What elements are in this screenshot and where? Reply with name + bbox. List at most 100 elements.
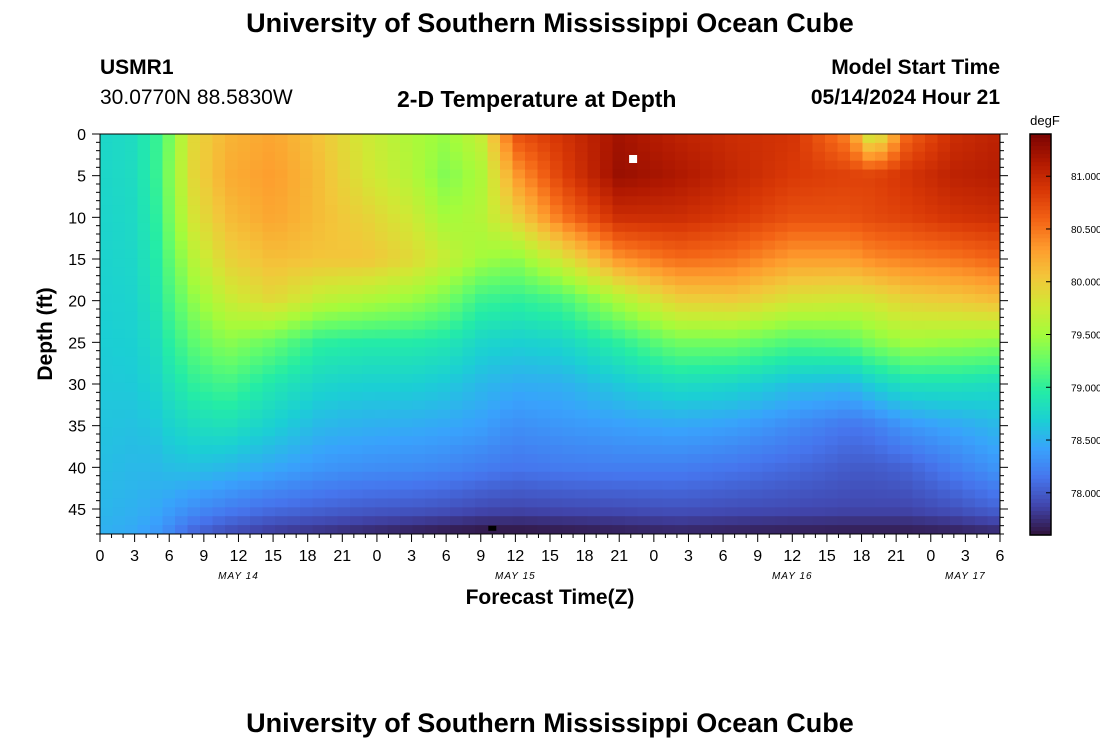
- heatmap-cell: [700, 187, 714, 197]
- heatmap-cell: [612, 382, 626, 393]
- heatmap-cell: [312, 329, 326, 340]
- heatmap-cell: [450, 160, 464, 171]
- heatmap-cell: [962, 400, 976, 411]
- heatmap-cell: [337, 187, 351, 197]
- heatmap-cell: [825, 169, 839, 180]
- heatmap-cell: [662, 409, 676, 420]
- heatmap-cell: [750, 302, 764, 313]
- heatmap-cell: [862, 249, 876, 260]
- heatmap-cell: [875, 471, 889, 482]
- heatmap-cell: [675, 196, 689, 206]
- colorbar-segment: [1030, 238, 1051, 243]
- heatmap-cell: [650, 302, 664, 313]
- heatmap-cell: [800, 320, 814, 331]
- heatmap-cell: [725, 347, 739, 357]
- heatmap-cell: [975, 231, 989, 242]
- heatmap-cell: [700, 516, 714, 526]
- heatmap-cell: [500, 214, 514, 224]
- heatmap-cell: [525, 178, 539, 188]
- heatmap-cell: [337, 374, 351, 384]
- heatmap-cell: [712, 400, 726, 411]
- heatmap-cell: [637, 267, 651, 277]
- heatmap-cell: [175, 391, 189, 402]
- colorbar-segment: [1030, 270, 1051, 275]
- heatmap-cell: [137, 160, 151, 171]
- heatmap-cell: [875, 240, 889, 251]
- heatmap-cell: [487, 169, 501, 180]
- heatmap-cell: [975, 374, 989, 384]
- heatmap-cell: [825, 525, 839, 534]
- heatmap-cell: [662, 142, 676, 153]
- x-tick-label: 15: [264, 548, 282, 565]
- heatmap-cell: [162, 267, 176, 277]
- heatmap-cell: [525, 231, 539, 242]
- heatmap-cell: [812, 391, 826, 402]
- heatmap-cell: [787, 169, 801, 180]
- heatmap-cell: [887, 427, 901, 437]
- heatmap-cell: [162, 374, 176, 384]
- heatmap-cell: [275, 507, 289, 517]
- heatmap-cell: [750, 134, 764, 144]
- heatmap-cell: [100, 382, 114, 393]
- heatmap-cell: [850, 356, 864, 366]
- heatmap-cell: [187, 454, 201, 464]
- heatmap-cell: [900, 391, 914, 402]
- heatmap-cell: [425, 400, 439, 411]
- heatmap-cell: [387, 480, 401, 491]
- heatmap-cell: [862, 418, 876, 428]
- heatmap-cell: [162, 436, 176, 446]
- heatmap-cell: [650, 329, 664, 340]
- heatmap-cell: [825, 400, 839, 411]
- heatmap-cell: [350, 169, 364, 180]
- colorbar-segment: [1030, 234, 1051, 239]
- heatmap-cell: [625, 338, 639, 348]
- heatmap-cell: [375, 285, 389, 295]
- heatmap-cell: [575, 471, 589, 482]
- heatmap-cell: [712, 498, 726, 508]
- heatmap-cell: [225, 178, 239, 188]
- heatmap-cell: [687, 178, 701, 188]
- heatmap-cell: [175, 302, 189, 313]
- heatmap-cell: [137, 507, 151, 517]
- heatmap-cell: [312, 489, 326, 500]
- colorbar-segment: [1030, 366, 1051, 372]
- heatmap-cell: [425, 311, 439, 322]
- heatmap-cell: [775, 462, 789, 473]
- heatmap-cell: [625, 329, 639, 340]
- heatmap-cell: [525, 507, 539, 517]
- heatmap-cell: [737, 134, 751, 144]
- heatmap-cell: [850, 151, 864, 162]
- heatmap-cell: [862, 356, 876, 366]
- heatmap-cell: [387, 365, 401, 375]
- heatmap-cell: [700, 231, 714, 242]
- heatmap-cell: [600, 498, 614, 508]
- heatmap-cell: [975, 489, 989, 500]
- heatmap-cell: [625, 365, 639, 375]
- colorbar-segment: [1030, 362, 1051, 368]
- heatmap-cell: [200, 258, 214, 268]
- heatmap-cell: [450, 516, 464, 526]
- heatmap-cell: [850, 160, 864, 171]
- heatmap-cell: [887, 471, 901, 482]
- heatmap-cell: [962, 489, 976, 500]
- heatmap-cell: [437, 382, 451, 393]
- colorbar-segment: [1030, 338, 1051, 344]
- heatmap-cell: [137, 382, 151, 393]
- heatmap-cell: [250, 302, 264, 313]
- heatmap-cell: [162, 320, 176, 331]
- heatmap-cell: [800, 507, 814, 517]
- heatmap-cell: [625, 205, 639, 215]
- heatmap-cell: [537, 507, 551, 517]
- heatmap-cell: [912, 516, 926, 526]
- heatmap-cell: [925, 187, 939, 197]
- heatmap-cell: [725, 142, 739, 153]
- heatmap-cell: [762, 489, 776, 500]
- heatmap-cell: [387, 258, 401, 268]
- heatmap-cell: [150, 480, 164, 491]
- heatmap-cell: [450, 205, 464, 215]
- heatmap-cell: [600, 142, 614, 153]
- heatmap-cell: [475, 400, 489, 411]
- heatmap-cell: [400, 320, 414, 331]
- heatmap-cell: [900, 356, 914, 366]
- heatmap-cell: [212, 276, 226, 286]
